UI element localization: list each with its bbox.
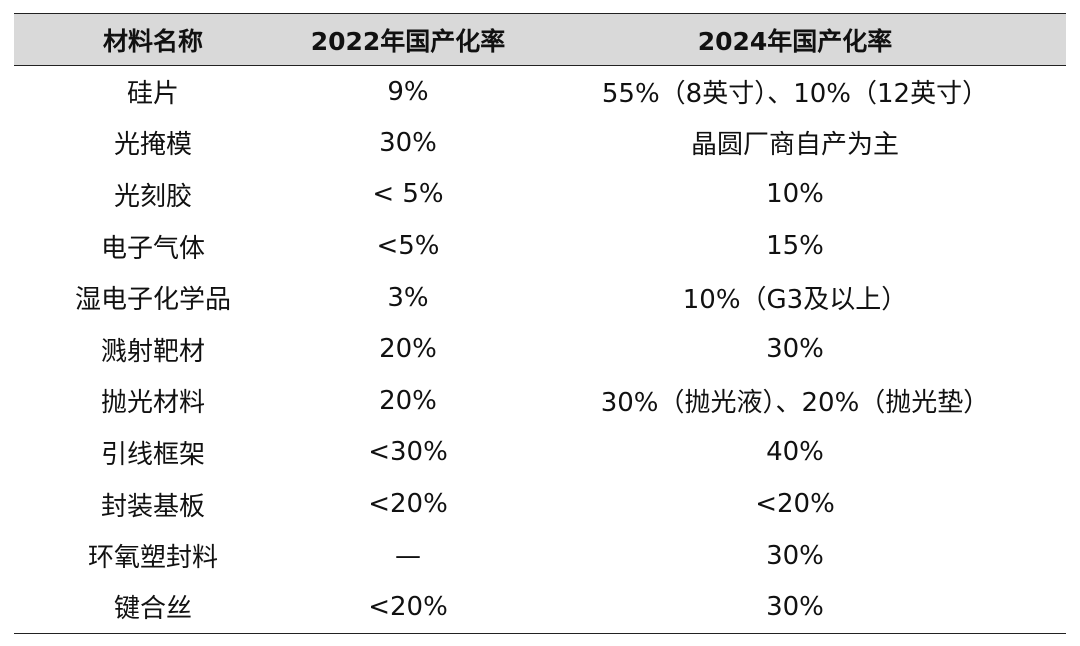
cell-2022-rate: < 5% <box>372 179 444 210</box>
cell-2022-rate: 20% <box>379 334 437 365</box>
cell-2022-rate: 3% <box>387 282 429 313</box>
header-2022-rate: 2022年国产化率 <box>292 13 524 66</box>
cell-material: 硅片 <box>126 79 179 110</box>
localization-rate-table: 材料名称 2022年国产化率 2024年国产化率 硅片 9% 55%（8英寸）、… <box>14 13 1066 634</box>
table-row: 湿电子化学品 3% 10%（G3及以上） <box>14 272 1066 324</box>
cell-material: 抛光材料 <box>100 388 205 419</box>
table-row: 环氧塑封料 — 30% <box>14 530 1066 582</box>
cell-2022-rate: 30% <box>379 127 437 158</box>
header-row: 材料名称 2022年国产化率 2024年国产化率 <box>14 13 1066 66</box>
cell-2024-rate: 30% <box>766 334 824 365</box>
cell-2024-rate: 30% <box>766 540 824 571</box>
cell-2022-rate: <20% <box>292 581 524 634</box>
cell-2024-rate: 30%（抛光液）、20%（抛光垫） <box>600 388 990 419</box>
table-row: 电子气体 <5% 15% <box>14 220 1066 272</box>
cell-material: 溅射靶材 <box>100 336 205 367</box>
cell-2022-rate: <20% <box>368 489 448 520</box>
table-row: 溅射靶材 20% 30% <box>14 323 1066 375</box>
cell-material: 封装基板 <box>100 491 205 522</box>
table-body: 硅片 9% 55%（8英寸）、10%（12英寸） 光掩模 30% 晶圆厂商自产为… <box>14 66 1066 634</box>
table-row: 光刻胶 < 5% 10% <box>14 169 1066 221</box>
table-row: 键合丝 <20% 30% <box>14 581 1066 634</box>
localization-rate-table-container: 材料名称 2022年国产化率 2024年国产化率 硅片 9% 55%（8英寸）、… <box>14 13 1066 634</box>
cell-material: 电子气体 <box>100 233 205 264</box>
table-row: 抛光材料 20% 30%（抛光液）、20%（抛光垫） <box>14 375 1066 427</box>
cell-2022-rate: <5% <box>376 231 440 262</box>
table-row: 光掩模 30% 晶圆厂商自产为主 <box>14 117 1066 169</box>
header-material-name: 材料名称 <box>14 13 292 66</box>
cell-material: 光刻胶 <box>113 181 192 212</box>
cell-material: 引线框架 <box>100 439 205 470</box>
table-row: 引线框架 <30% 40% <box>14 427 1066 479</box>
cell-2022-rate: 20% <box>379 385 437 416</box>
cell-2024-rate: 30% <box>524 581 1066 634</box>
cell-2024-rate: 10% <box>766 179 824 210</box>
cell-2024-rate: 10%（G3及以上） <box>682 285 908 316</box>
cell-2024-rate: 晶圆厂商自产为主 <box>690 130 899 161</box>
cell-material: 光掩模 <box>113 130 192 161</box>
header-2024-rate: 2024年国产化率 <box>524 13 1066 66</box>
cell-2024-rate: 15% <box>766 231 824 262</box>
cell-2022-rate: 9% <box>387 76 429 107</box>
cell-2022-rate: — <box>395 540 421 571</box>
cell-2024-rate: 40% <box>766 437 824 468</box>
table-row: 封装基板 <20% <20% <box>14 478 1066 530</box>
cell-material: 湿电子化学品 <box>74 285 231 316</box>
cell-material: 环氧塑封料 <box>87 543 218 574</box>
cell-material: 键合丝 <box>14 581 292 634</box>
cell-2024-rate: <20% <box>755 489 835 520</box>
cell-2024-rate: 55%（8英寸）、10%（12英寸） <box>601 79 989 110</box>
table-row: 硅片 9% 55%（8英寸）、10%（12英寸） <box>14 66 1066 118</box>
table-header: 材料名称 2022年国产化率 2024年国产化率 <box>14 13 1066 66</box>
cell-2022-rate: <30% <box>368 437 448 468</box>
